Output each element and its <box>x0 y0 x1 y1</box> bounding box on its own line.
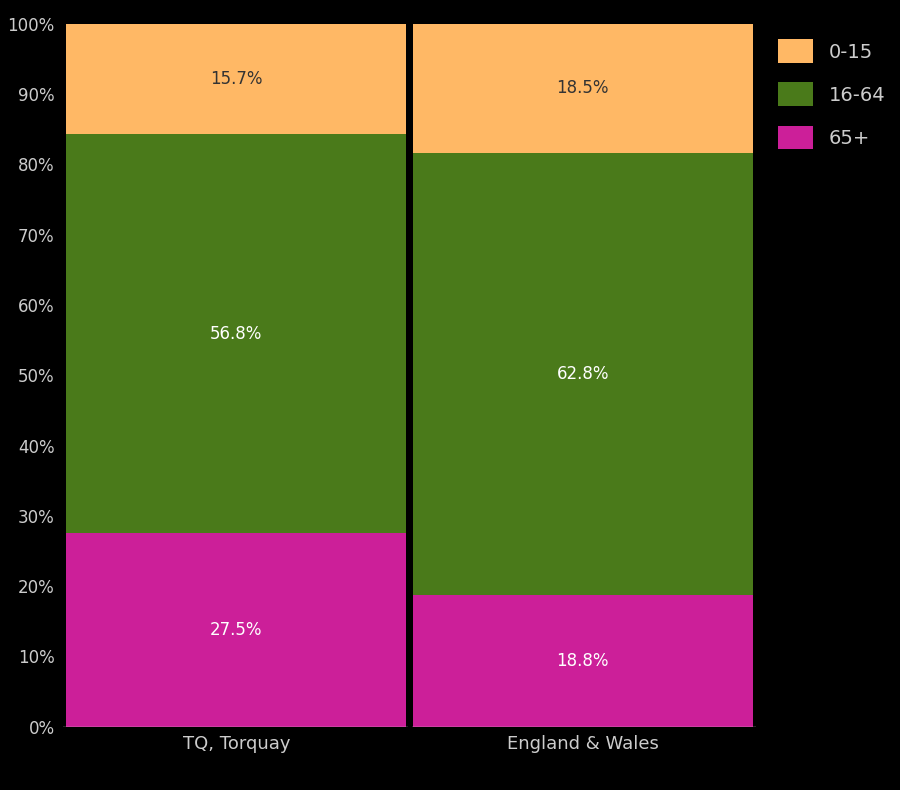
Text: 15.7%: 15.7% <box>210 70 263 88</box>
Text: 18.8%: 18.8% <box>556 652 609 670</box>
Text: 27.5%: 27.5% <box>210 621 263 639</box>
Bar <box>413 595 752 727</box>
Bar <box>67 24 406 134</box>
Bar <box>67 134 406 533</box>
Bar <box>67 533 406 727</box>
Text: 18.5%: 18.5% <box>556 79 609 97</box>
Bar <box>413 153 752 595</box>
Text: 56.8%: 56.8% <box>210 325 263 343</box>
Bar <box>413 23 752 153</box>
Text: 62.8%: 62.8% <box>556 365 609 383</box>
Legend: 0-15, 16-64, 65+: 0-15, 16-64, 65+ <box>773 33 892 155</box>
